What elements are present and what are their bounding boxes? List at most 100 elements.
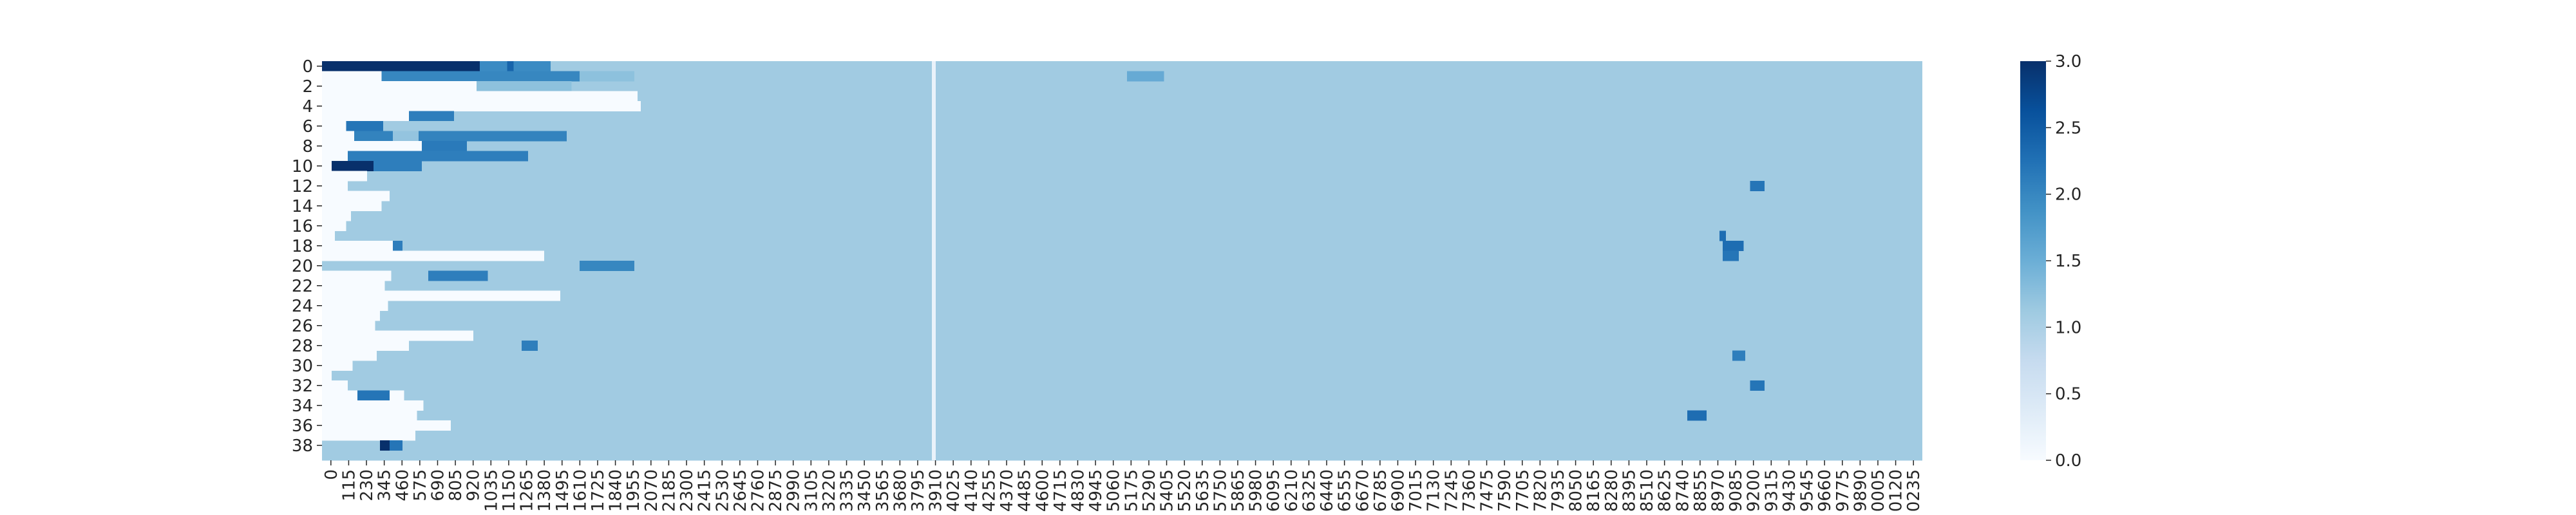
- heatmap-cell-42: [580, 261, 634, 271]
- heatmap-cell-65: [1687, 410, 1707, 421]
- y-tick-label: 18: [292, 237, 313, 256]
- x-tick-label: 1725: [589, 469, 608, 512]
- colorbar-gradient: [2020, 61, 2046, 460]
- x-tick-label: 4715: [1051, 469, 1070, 512]
- x-axis-ticks: 0115230345460575690805920103511501265138…: [322, 460, 1924, 512]
- x-tick-label: 2415: [696, 469, 715, 512]
- y-tick-label: 32: [292, 377, 313, 396]
- heatmap-cell-25: [332, 161, 374, 171]
- heatmap-cell-7: [322, 81, 477, 91]
- y-tick-label: 28: [292, 337, 313, 356]
- y-tick-label: 38: [292, 436, 313, 456]
- heatmap-cell-29: [1750, 181, 1765, 191]
- colorbar-ticks: 0.0 0.5 1.0 1.5 2.0 2.5 3.0: [2046, 52, 2081, 471]
- heatmap-row-32: [322, 380, 1922, 391]
- x-tick-label: 5750: [1211, 469, 1230, 512]
- y-tick-label: 30: [292, 357, 313, 376]
- heatmap-cell-43: [322, 270, 392, 281]
- heatmap-cells: [322, 61, 1922, 461]
- heatmap-cell-26: [374, 161, 422, 171]
- heatmap-row-5: [322, 111, 1922, 122]
- x-tick-label: 5980: [1247, 469, 1266, 512]
- heatmap-row-31: [322, 370, 1922, 381]
- heatmap-cell-8: [477, 81, 572, 91]
- heatmap-cell-16: [383, 121, 554, 131]
- heatmap-cell-41: [1723, 250, 1739, 261]
- heatmap-cell-49: [322, 301, 388, 311]
- heatmap-row-8: [322, 141, 1922, 151]
- heatmap-row-15: [322, 211, 1922, 221]
- heatmap-cell-67: [322, 430, 415, 441]
- x-tick-label: 6095: [1264, 469, 1283, 512]
- x-tick-label: 460: [393, 469, 412, 501]
- y-tick-label: 24: [292, 297, 313, 316]
- heatmap-cell-66: [322, 420, 451, 431]
- heatmap-row-17: [322, 230, 1922, 241]
- x-tick-label: 9315: [1762, 469, 1781, 512]
- x-tick-label: 9660: [1815, 469, 1835, 512]
- heatmap-cell-15: [346, 121, 383, 131]
- heatmap-cell-18: [354, 131, 567, 142]
- colorbar-tick-label: 3.0: [2055, 52, 2081, 71]
- x-tick-label: 6785: [1371, 469, 1390, 512]
- x-tick-label: 7705: [1513, 469, 1533, 512]
- heatmap-cell-23: [348, 151, 528, 162]
- heatmap-cell-57: [322, 360, 353, 371]
- x-tick-label: 2645: [731, 469, 750, 512]
- heatmap-row-4: [322, 101, 1922, 111]
- colorbar: [2020, 61, 2046, 460]
- y-tick-label: 4: [302, 97, 313, 117]
- heatmap-cell-17: [322, 131, 354, 142]
- x-tick-label: 4370: [998, 469, 1017, 512]
- x-tick-label: 3680: [891, 469, 910, 512]
- x-tick-label: 8280: [1602, 469, 1622, 512]
- heatmap-row-33: [322, 390, 1922, 401]
- x-tick-label: 7360: [1460, 469, 1479, 512]
- heatmap-row-37: [322, 430, 1922, 441]
- heatmap-cell-11: [322, 101, 641, 111]
- heatmap-row-12: [322, 181, 1922, 191]
- x-tick-label: 1495: [553, 469, 573, 512]
- heatmap-row-38: [322, 440, 1922, 451]
- x-tick-label: 2760: [748, 469, 768, 512]
- colorbar-tick-label: 2.5: [2055, 118, 2081, 138]
- heatmap-cell-50: [322, 310, 380, 321]
- heatmap-cell-69: [390, 440, 402, 451]
- heatmap-cell-5: [580, 71, 634, 82]
- heatmap-cell-58: [322, 370, 332, 381]
- heatmap-cell-33: [322, 221, 346, 231]
- y-tick-label: 2: [302, 77, 313, 97]
- heatmap-cell-6: [1127, 71, 1164, 82]
- x-tick-label: 4485: [1016, 469, 1035, 512]
- heatmap-cell-20: [322, 141, 422, 151]
- x-tick-label: 1840: [607, 469, 626, 512]
- x-tick-label: 6670: [1353, 469, 1372, 512]
- heatmap-row-21: [322, 270, 1922, 281]
- heatmap-cell-64: [322, 410, 417, 421]
- heatmap-row-11: [322, 171, 1922, 182]
- x-tick-label: 7475: [1478, 469, 1497, 512]
- heatmap-cell-44: [428, 270, 488, 281]
- heatmap-cell-36: [322, 241, 393, 251]
- heatmap-row-29: [322, 350, 1922, 361]
- x-tick-label: 6900: [1388, 469, 1408, 512]
- x-tick-label: 8165: [1584, 469, 1604, 512]
- x-tick-label: 8855: [1691, 469, 1710, 512]
- x-tick-label: 7130: [1425, 469, 1444, 512]
- heatmap-cell-28: [322, 181, 348, 191]
- heatmap-cell-0: [322, 61, 480, 71]
- x-tick-label: 575: [411, 469, 430, 501]
- heatmap-row-26: [322, 321, 1922, 331]
- x-tick-label: 8395: [1620, 469, 1639, 512]
- heatmap-row-27: [322, 330, 1922, 341]
- heatmap-cell-27: [322, 171, 367, 182]
- x-tick-label: 3105: [802, 469, 821, 512]
- x-tick-label: 6210: [1282, 469, 1302, 512]
- x-tick-label: 3565: [873, 469, 893, 512]
- heatmap-row-19: [322, 250, 1922, 261]
- x-tick-label: 4140: [962, 469, 981, 512]
- heatmap-row-13: [322, 191, 1922, 201]
- heatmap-cell-12: [322, 111, 409, 122]
